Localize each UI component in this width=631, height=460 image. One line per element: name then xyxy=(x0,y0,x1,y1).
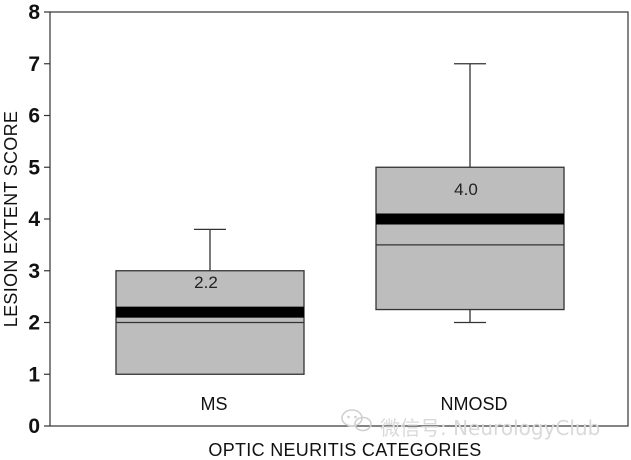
y-tick-label: 0 xyxy=(28,415,40,438)
y-tick-label: 8 xyxy=(28,1,40,24)
y-tick-label: 3 xyxy=(28,260,40,283)
y-tick-label: 7 xyxy=(28,53,40,76)
y-tick-label: 2 xyxy=(28,312,40,335)
mean-value-label: 4.0 xyxy=(454,180,478,199)
x-axis-categories: MS NMOSD xyxy=(201,394,508,414)
mean-bar xyxy=(376,213,564,225)
y-tick-label: 5 xyxy=(28,156,40,179)
category-label-nmosd: NMOSD xyxy=(441,394,508,414)
y-axis: 0 1 2 3 4 5 6 7 8 xyxy=(28,1,50,438)
mean-bar xyxy=(116,306,304,318)
y-tick-label: 4 xyxy=(28,208,40,231)
wechat-icon xyxy=(341,409,372,432)
box-nmosd: 4.0 xyxy=(375,63,565,324)
mean-value-label: 2.2 xyxy=(194,273,218,292)
x-axis-title: OPTIC NEURITIS CATEGORIES xyxy=(208,440,481,460)
boxes-group: 2.2 4.0 xyxy=(115,63,565,375)
box-ms: 2.2 xyxy=(115,228,305,375)
category-label-ms: MS xyxy=(201,394,228,414)
watermark: 微信号: NeurologyClub xyxy=(341,409,600,440)
y-tick-label: 1 xyxy=(28,363,40,386)
watermark-text: 微信号: NeurologyClub xyxy=(380,416,600,440)
y-tick-label: 6 xyxy=(28,105,40,128)
iqr-box xyxy=(375,166,565,311)
y-axis-title: LESION EXTENT SCORE xyxy=(1,111,21,327)
